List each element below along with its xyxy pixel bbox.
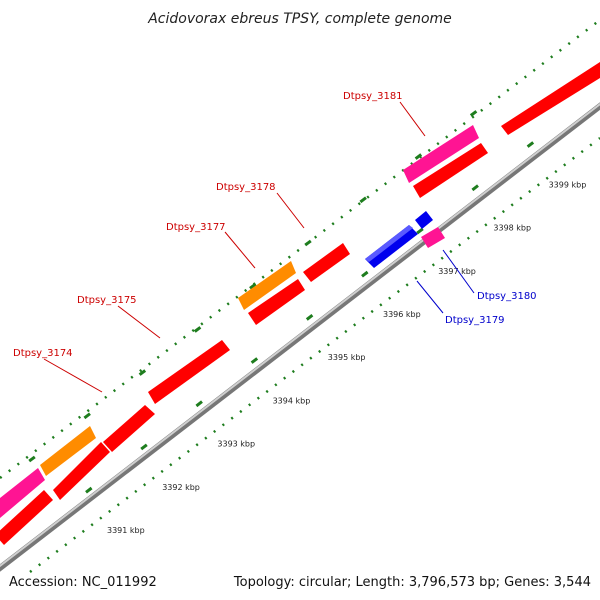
scale-tick xyxy=(28,455,36,463)
scale-tick xyxy=(195,400,203,408)
scale-tick-label: 3396 kbp xyxy=(383,310,421,319)
gene-arrow[interactable] xyxy=(413,143,488,198)
gene-dtpsy-3181-small-arrow[interactable] xyxy=(421,227,445,248)
scale-tick-label: 3394 kbp xyxy=(273,396,311,405)
scale-tick-label: 3398 kbp xyxy=(493,224,531,233)
accession-text: Accession: NC_011992 xyxy=(9,575,157,590)
scale-tick-label: 3393 kbp xyxy=(217,440,255,449)
gene-arrow-pink[interactable] xyxy=(403,125,479,183)
gene-arrow[interactable] xyxy=(53,442,110,500)
gene-arrow[interactable] xyxy=(0,490,53,545)
scale-tick xyxy=(193,326,202,333)
gene-arrow[interactable] xyxy=(148,340,230,404)
scale-tick xyxy=(469,110,478,117)
gene-label-dtpsy-3179[interactable]: Dtpsy_3179 xyxy=(445,315,505,326)
scale-tick xyxy=(471,184,479,192)
scale-tick-label: 3399 kbp xyxy=(549,180,587,189)
scale-tick-label: 3397 kbp xyxy=(438,267,476,276)
gene-arrow[interactable] xyxy=(103,405,155,452)
scale-tick xyxy=(361,270,369,278)
scale-tick-labels: 3391 kbp 3392 kbp 3393 kbp 3394 kbp 3395 kbp… xyxy=(107,180,586,535)
gene-label-dtpsy-3177[interactable]: Dtpsy_3177 xyxy=(166,222,226,233)
reverse-strand-genes xyxy=(365,211,445,268)
gene-label-dtpsy-3175[interactable]: Dtpsy_3175 xyxy=(77,295,137,306)
scale-tick xyxy=(85,486,93,494)
gene-arrow-orange[interactable] xyxy=(40,426,96,476)
scale-ticks xyxy=(28,110,535,494)
scale-tick xyxy=(359,196,367,204)
gene-label-dtpsy-3180[interactable]: Dtpsy_3180 xyxy=(477,291,537,302)
scale-tick xyxy=(304,239,312,247)
scale-tick xyxy=(140,443,148,451)
gene-label-dtpsy-3181[interactable]: Dtpsy_3181 xyxy=(343,91,403,102)
scale-tick-label: 3392 kbp xyxy=(162,483,200,492)
scale-tick-label: 3391 kbp xyxy=(107,526,145,535)
gene-dtpsy-3179-arrow[interactable] xyxy=(365,225,418,268)
scale-tick xyxy=(416,227,424,235)
gene-arrow-pink[interactable] xyxy=(0,468,45,518)
scale-tick xyxy=(249,282,257,290)
scale-tick xyxy=(250,357,259,364)
scale-tick xyxy=(83,412,91,420)
gene-arrow[interactable] xyxy=(303,243,350,282)
map-title: Acidovorax ebreus TPSY, complete genome xyxy=(147,11,452,27)
gene-label-dtpsy-3178[interactable]: Dtpsy_3178 xyxy=(216,182,276,193)
scale-tick xyxy=(305,314,314,321)
gene-dtpsy-3180-arrow[interactable] xyxy=(415,211,433,229)
gene-arrow[interactable] xyxy=(248,279,305,325)
gene-label-dtpsy-3174[interactable]: Dtpsy_3174 xyxy=(13,348,73,359)
genome-summary-text: Topology: circular; Length: 3,796,573 bp… xyxy=(233,575,591,590)
scale-tick xyxy=(526,141,535,148)
scale-tick-label: 3395 kbp xyxy=(328,353,366,362)
outer-dotted-axis xyxy=(0,19,600,479)
scale-tick xyxy=(138,369,147,376)
scale-tick xyxy=(414,153,423,160)
genome-backbone xyxy=(0,102,600,572)
label-leader-lines xyxy=(43,101,475,393)
gene-arrow[interactable] xyxy=(501,62,600,135)
gene-dtpsy-3179-arrow-top xyxy=(365,225,413,262)
gene-arrow-orange[interactable] xyxy=(238,261,296,310)
inner-dotted-scale-axis xyxy=(29,137,600,573)
forward-strand-genes xyxy=(0,62,600,545)
